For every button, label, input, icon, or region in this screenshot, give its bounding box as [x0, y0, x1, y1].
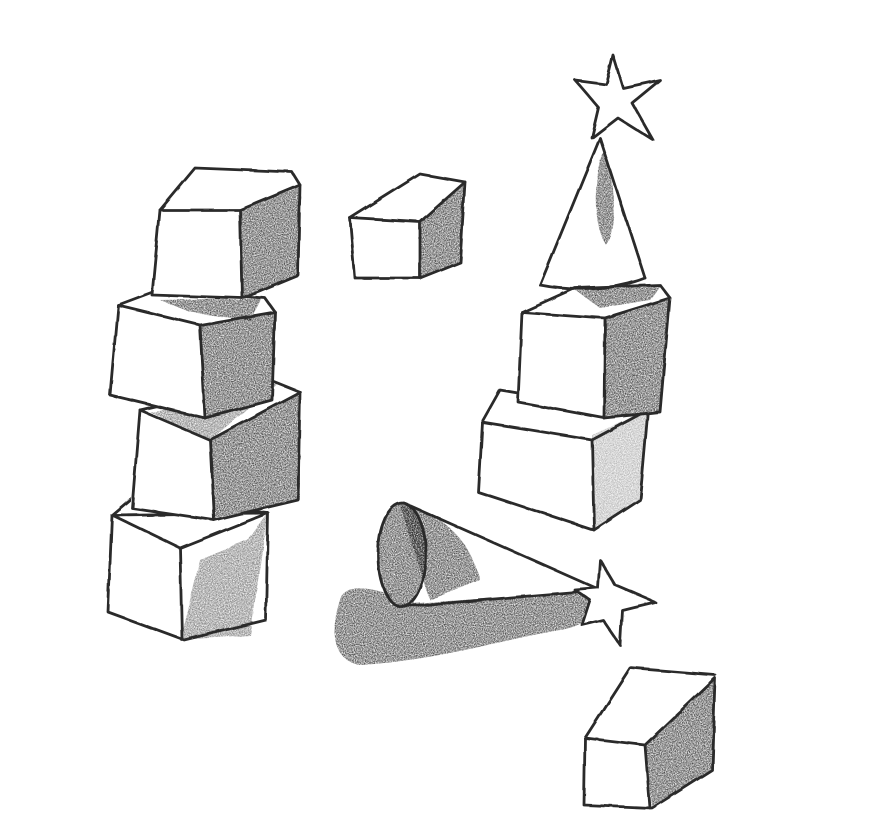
- right-tower-cube-1: [516, 283, 672, 420]
- fallen-cone: [334, 501, 657, 665]
- left-tower-cube-1: [150, 166, 302, 300]
- cone-opening: [378, 503, 426, 607]
- right-tower: [476, 53, 672, 532]
- right-tower-star: [573, 53, 662, 142]
- left-tower-cube-4: [106, 496, 270, 642]
- right-tower-cube-2: [476, 388, 650, 532]
- floating-cube: [348, 172, 467, 280]
- bottom-cube: [582, 666, 717, 810]
- fallen-cone-star: [573, 558, 657, 647]
- right-tower-cone: [538, 135, 647, 291]
- left-tower: [106, 166, 302, 642]
- left-tower-cube-2: [108, 288, 277, 420]
